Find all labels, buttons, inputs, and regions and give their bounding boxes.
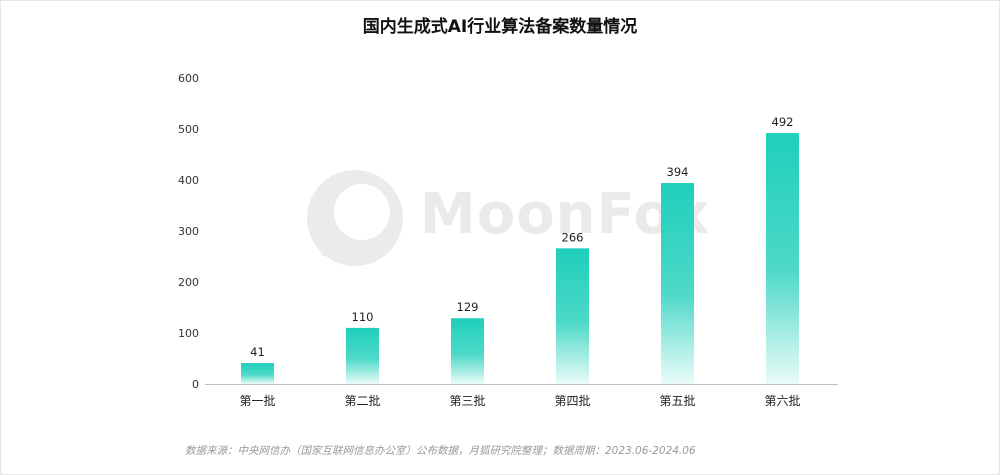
bar-2 <box>346 327 379 384</box>
y-axis: 0 100 200 300 400 500 600 <box>178 72 199 391</box>
x-tick-label: 第四批 <box>554 393 590 408</box>
bar-6 <box>766 133 799 384</box>
y-tick-label: 400 <box>178 174 199 187</box>
bar-value-label: 110 <box>352 310 374 324</box>
y-tick-label: 600 <box>178 72 199 85</box>
bar-value-label: 266 <box>562 230 584 244</box>
bar-4 <box>556 248 589 384</box>
source-note: 数据来源：中央网信办（国家互联网信息办公室）公布数据，月狐研究院整理；数据周期：… <box>185 445 696 457</box>
x-tick-label: 第五批 <box>659 393 695 408</box>
x-tick-label: 第六批 <box>764 393 800 408</box>
x-tick-label: 第二批 <box>344 393 380 408</box>
moonfox-watermark: MoonFox <box>300 160 730 280</box>
x-axis-labels: 第一批 第二批 第三批 第四批 第五批 第六批 <box>239 393 800 408</box>
watermark-text: MoonFox <box>420 182 711 247</box>
y-tick-label: 200 <box>178 276 199 289</box>
y-tick-label: 300 <box>178 225 199 238</box>
bar-value-label: 492 <box>772 115 794 129</box>
chart-title: 国内生成式AI行业算法备案数量情况 <box>362 17 638 37</box>
bar-value-label: 41 <box>250 345 265 359</box>
bars: 41 110 129 266 394 492 <box>241 115 799 384</box>
bar-1 <box>241 363 274 384</box>
y-tick-label: 0 <box>192 378 199 391</box>
y-tick-label: 100 <box>178 327 199 340</box>
bar-3 <box>451 318 484 384</box>
bar-5 <box>661 183 694 384</box>
x-tick-label: 第一批 <box>239 393 275 408</box>
y-tick-label: 500 <box>178 123 199 136</box>
moonfox-logo-icon <box>307 170 403 266</box>
bar-value-label: 129 <box>457 300 479 314</box>
x-tick-label: 第三批 <box>449 393 485 408</box>
bar-value-label: 394 <box>667 165 689 179</box>
